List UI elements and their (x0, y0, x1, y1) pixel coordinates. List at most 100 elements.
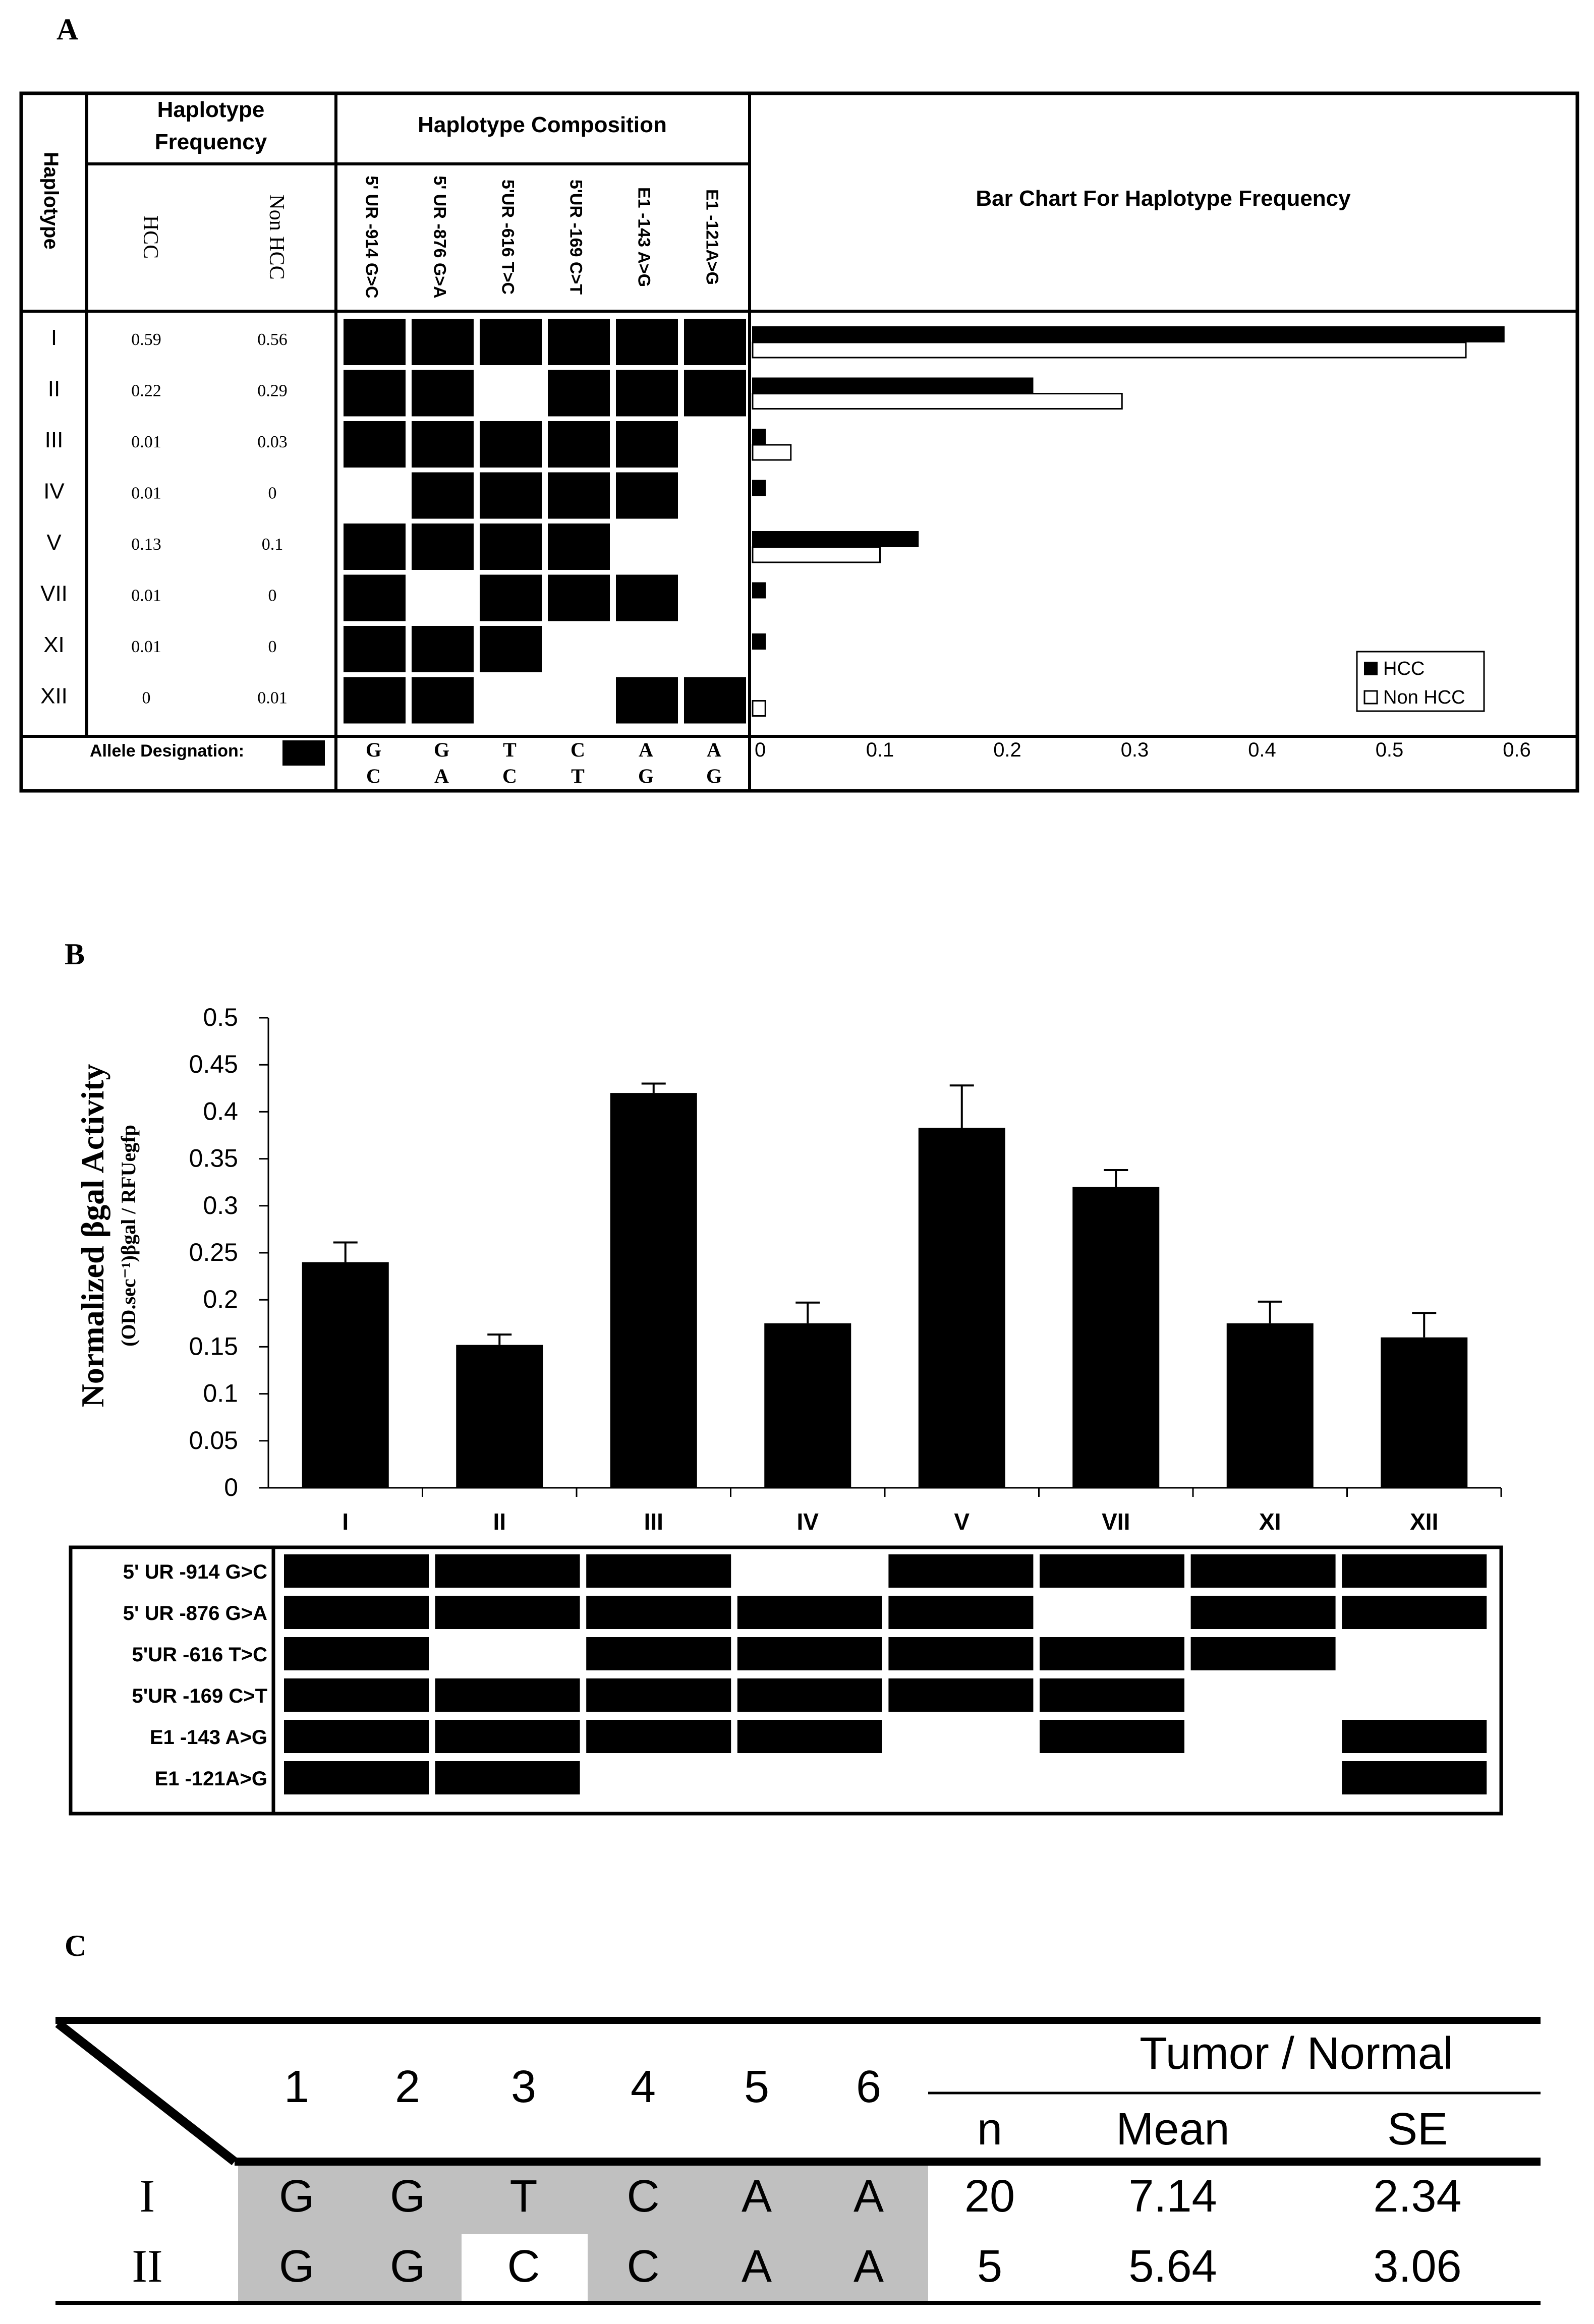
composition-block (435, 1678, 580, 1712)
composition-block (284, 1678, 429, 1712)
non-hcc-frequency: 0.29 (257, 382, 288, 400)
composition-block (480, 626, 542, 672)
frequency-bars (752, 326, 1505, 717)
y-tick-label: 0.2 (203, 1285, 238, 1313)
bar-hcc (752, 326, 1505, 342)
y-axis-title: Normalized βgal Activity (75, 1064, 110, 1408)
activity-bar (610, 1093, 697, 1488)
composition-block (1040, 1678, 1184, 1712)
hcc-frequency: 0.13 (131, 535, 161, 554)
snp-column-header: 5' UR -876 G>A (430, 176, 449, 298)
haplotype-label: III (45, 428, 64, 452)
hcc-frequency: 0.22 (131, 382, 161, 400)
composition-block (412, 626, 474, 672)
bar-hcc (752, 429, 766, 445)
activity-bar (456, 1345, 543, 1488)
non-hcc-frequency: 0.1 (262, 535, 283, 554)
y-axis-unit: (OD.sec⁻¹)βgal / RFUegfp (117, 1125, 140, 1347)
composition-block (435, 1596, 580, 1629)
panel-a-label: A (56, 13, 78, 46)
y-tick-label: 0.4 (203, 1097, 238, 1125)
snp-column-header: 5'UR -169 C>T (566, 180, 586, 295)
composition-block (284, 1761, 429, 1794)
composition-block (888, 1678, 1034, 1712)
composition-block (616, 421, 678, 468)
x-tick-label: XII (1410, 1508, 1438, 1535)
column-hcc: HCC (139, 215, 162, 259)
frequency-tick-label: 0 (755, 739, 766, 761)
y-tick-label: 0.05 (189, 1426, 238, 1455)
allele-designation-swatch (282, 740, 325, 766)
snp-row-label: 5' UR -914 G>C (123, 1561, 267, 1583)
frequency-tick-label: 0.6 (1503, 739, 1531, 761)
allele-column-number: 4 (631, 2062, 656, 2112)
allele-reference: A (639, 738, 653, 761)
composition-block (684, 370, 746, 417)
allele-cell: G (279, 2241, 314, 2292)
composition-block (586, 1678, 731, 1712)
composition-block (344, 370, 406, 417)
frequency-tick-label: 0.4 (1248, 739, 1276, 761)
column-non-hcc: Non HCC (265, 194, 288, 279)
panel-a-table (19, 91, 1579, 793)
composition-block (1040, 1637, 1184, 1670)
composition-block (548, 524, 610, 570)
composition-block (616, 472, 678, 519)
x-tick-label: V (954, 1508, 970, 1535)
composition-block (344, 319, 406, 365)
bar-hcc (752, 582, 766, 599)
allele-cell: A (742, 2241, 772, 2292)
allele-variant: G (706, 765, 722, 787)
x-tick-label: I (342, 1508, 349, 1535)
composition-block (412, 421, 474, 468)
composition-block (412, 524, 474, 570)
snp-column-header: E1 -143 A>G (635, 187, 654, 287)
panel-b-table-frame (69, 1545, 1503, 1816)
y-tick-label: 0.3 (203, 1191, 238, 1219)
haplotype-label: XII (40, 684, 68, 709)
composition-block (1190, 1554, 1336, 1588)
activity-bar (1226, 1323, 1314, 1488)
bar-hcc (752, 531, 919, 547)
composition-block (616, 677, 678, 724)
stat-mean: 5.64 (1128, 2241, 1217, 2292)
activity-bar-chart: 00.050.10.150.20.250.30.350.40.450.5I II I… (189, 1003, 1502, 1535)
composition-block (1040, 1720, 1184, 1753)
hcc-frequency: 0.01 (131, 484, 161, 503)
composition-block (1342, 1596, 1487, 1629)
hcc-frequency: 0.59 (131, 330, 161, 349)
composition-block (344, 574, 406, 621)
composition-block (344, 524, 406, 570)
allele-cell: T (510, 2171, 538, 2222)
panel-c-label: C (65, 1929, 86, 1962)
stat-n: 5 (977, 2241, 1002, 2292)
stat-sub-header: SE (1387, 2104, 1448, 2155)
composition-block (616, 574, 678, 621)
frequency-tick-label: 0.1 (866, 739, 894, 761)
allele-column-number: 1 (284, 2062, 309, 2112)
allele-reference: C (571, 738, 585, 761)
composition-block (586, 1596, 731, 1629)
snp-row-label: E1 -143 A>G (150, 1726, 267, 1749)
x-tick-label: III (644, 1508, 663, 1535)
frequency-tick-label: 0.3 (1121, 739, 1149, 761)
x-tick-label: VII (1102, 1508, 1130, 1535)
composition-block (1342, 1720, 1487, 1753)
allele-cell: A (853, 2171, 884, 2222)
header-haplotype: Haplotype (40, 152, 62, 249)
bar-non-hcc (752, 341, 1467, 359)
header-frequency-line1: Haplotype (157, 97, 265, 122)
allele-column-number: 5 (744, 2062, 769, 2112)
composition-block (1342, 1554, 1487, 1588)
activity-bar (302, 1262, 389, 1488)
allele-reference: G (366, 738, 381, 761)
bar-hcc (752, 480, 766, 496)
allele-cell: A (742, 2171, 772, 2222)
snp-row-label: 5' UR -876 G>A (123, 1602, 267, 1624)
composition-block (888, 1637, 1034, 1670)
stat-se: 2.34 (1373, 2171, 1461, 2222)
composition-block (284, 1637, 429, 1670)
